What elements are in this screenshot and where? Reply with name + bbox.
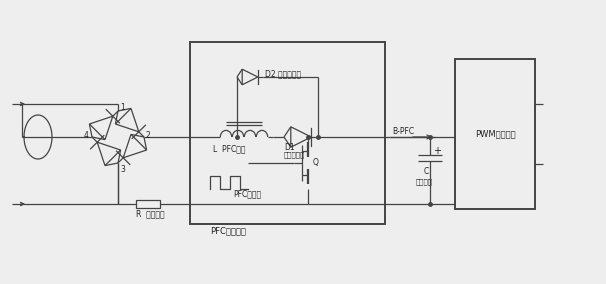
Bar [455, 59, 535, 209]
Text: R  电流检测: R 电流检测 [136, 210, 165, 218]
Text: PFC开关电源: PFC开关电源 [210, 227, 246, 235]
Text: PFC开关管: PFC开关管 [233, 189, 261, 199]
Text: PWM开关电源: PWM开关电源 [474, 130, 515, 139]
Text: C: C [424, 168, 429, 176]
Bar [190, 42, 385, 224]
Text: 4: 4 [84, 131, 89, 139]
Text: 滤波电容: 滤波电容 [416, 179, 433, 185]
Text: D2 保护二极管: D2 保护二极管 [265, 70, 301, 78]
Text: 3: 3 [120, 164, 125, 174]
Text: 2: 2 [146, 131, 151, 139]
Text: B-PFC: B-PFC [392, 128, 414, 137]
Text: 升压二极管: 升压二极管 [284, 152, 305, 158]
Text: L  PFC电感: L PFC电感 [213, 145, 245, 153]
Text: Q: Q [313, 158, 319, 168]
Text: 1: 1 [120, 103, 125, 112]
Text: +: + [433, 146, 441, 156]
Bar [136, 200, 160, 208]
Text: D1: D1 [284, 143, 295, 151]
